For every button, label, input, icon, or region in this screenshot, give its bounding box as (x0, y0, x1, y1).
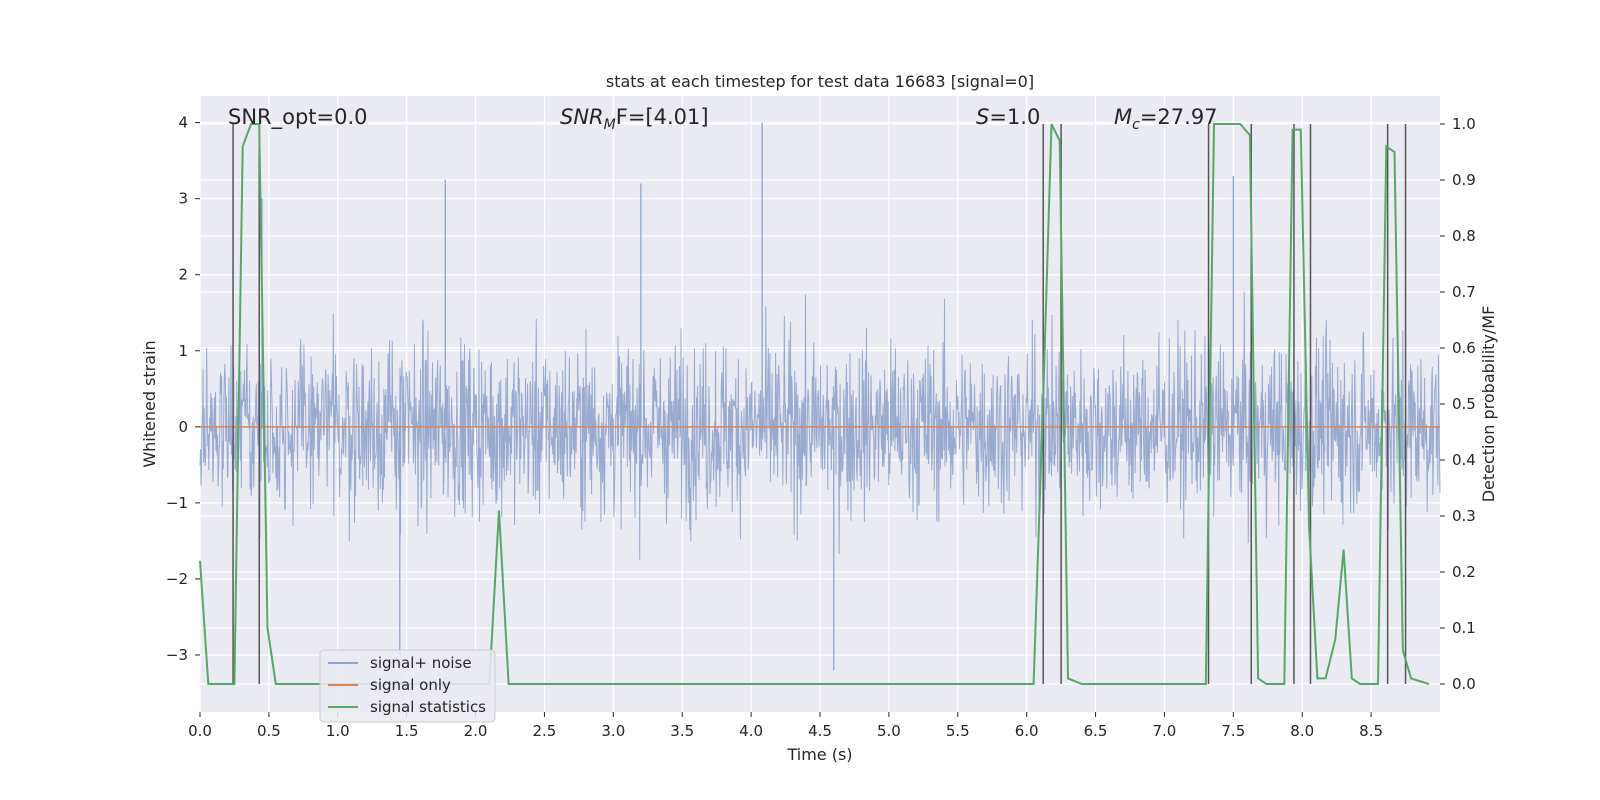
annotation-mc-sub: c (1132, 117, 1140, 133)
annotation-mc: Mc=27.97 (1114, 105, 1218, 133)
annotation-snr-mf-rest: F=[4.01] (616, 105, 709, 129)
x-tick-label: 4.5 (808, 722, 832, 740)
annotation-s-symbol: S (976, 105, 989, 129)
x-tick-label: 7.0 (1153, 722, 1177, 740)
x-tick-label: 3.0 (601, 722, 625, 740)
y2-axis-label: Detection probability/MF (1479, 306, 1498, 503)
legend: signal+ noise signal only signal statist… (319, 649, 496, 723)
annotation-s-rest: =1.0 (989, 105, 1040, 129)
x-tick-label: 5.0 (877, 722, 901, 740)
y-tick-label: 1 (178, 342, 188, 360)
x-tick-label: 7.5 (1221, 722, 1245, 740)
legend-box (319, 649, 496, 723)
annotation-mc-rest: =27.97 (1140, 105, 1218, 129)
chart-title: stats at each timestep for test data 166… (606, 72, 1034, 91)
x-tick-label: 3.5 (670, 722, 694, 740)
x-tick-label: 4.0 (739, 722, 763, 740)
legend-label-statistics: signal statistics (370, 698, 486, 716)
y2-tick-label: 0.7 (1452, 283, 1476, 301)
y-axis-label: Whitened strain (140, 340, 159, 467)
annotation-snr-mf-symbol: SNR (560, 105, 604, 129)
y2-axis-ticks: 1.0 0.9 0.8 0.7 0.6 0.5 0.4 0.3 0.2 0.1 0.0 (1440, 115, 1476, 693)
signal-noise-series (199, 122, 1441, 671)
y2-tick-label: 0.8 (1452, 227, 1476, 245)
x-tick-label: 6.5 (1084, 722, 1108, 740)
x-tick-label: 0.5 (257, 722, 281, 740)
y-tick-label: −2 (166, 570, 188, 588)
y-tick-label: 4 (178, 114, 188, 132)
y-tick-label: −1 (166, 494, 188, 512)
y2-tick-label: 0.5 (1452, 395, 1476, 413)
x-axis-label: Time (s) (786, 745, 852, 764)
annotation-mc-symbol: M (1114, 105, 1132, 129)
y2-tick-label: 0.2 (1452, 563, 1476, 581)
annotation-snr-mf: SNRMF=[4.01] (560, 105, 709, 133)
y2-tick-label: 0.1 (1452, 619, 1476, 637)
y-tick-label: 2 (178, 266, 188, 284)
annotation-snr-mf-sub: M (604, 117, 616, 133)
y-tick-label: 0 (178, 418, 188, 436)
y-tick-label: 3 (178, 190, 188, 208)
y-axis-ticks: 4 3 2 1 0 −1 −2 −3 (166, 114, 200, 664)
annotation-s: S=1.0 (976, 105, 1040, 129)
x-tick-label: 2.5 (533, 722, 557, 740)
y-tick-label: −3 (166, 646, 188, 664)
x-tick-label: 1.5 (395, 722, 419, 740)
x-tick-label: 1.0 (326, 722, 350, 740)
x-tick-label: 6.0 (1015, 722, 1039, 740)
x-tick-label: 0.0 (188, 722, 212, 740)
y2-tick-label: 0.6 (1452, 339, 1476, 357)
x-tick-label: 5.5 (946, 722, 970, 740)
y2-tick-label: 0.4 (1452, 451, 1476, 469)
x-tick-label: 8.5 (1359, 722, 1383, 740)
annotation-snr-opt: SNR_opt=0.0 (228, 105, 368, 130)
y2-tick-label: 0.3 (1452, 507, 1476, 525)
x-tick-label: 2.0 (464, 722, 488, 740)
y2-tick-label: 0.9 (1452, 171, 1476, 189)
y2-tick-label: 0.0 (1452, 675, 1476, 693)
noise-trace (199, 291, 1441, 560)
x-tick-label: 8.0 (1290, 722, 1314, 740)
signal-statistics-series (199, 123, 1430, 685)
y2-tick-label: 1.0 (1452, 115, 1476, 133)
legend-label-noise: signal+ noise (370, 654, 472, 672)
x-axis-ticks: 0.0 0.5 1.0 1.5 2.0 2.5 3.0 3.5 4.0 4.5 5.0 5.5 6.0 6… (188, 712, 1383, 740)
legend-label-signal-only: signal only (370, 676, 451, 694)
